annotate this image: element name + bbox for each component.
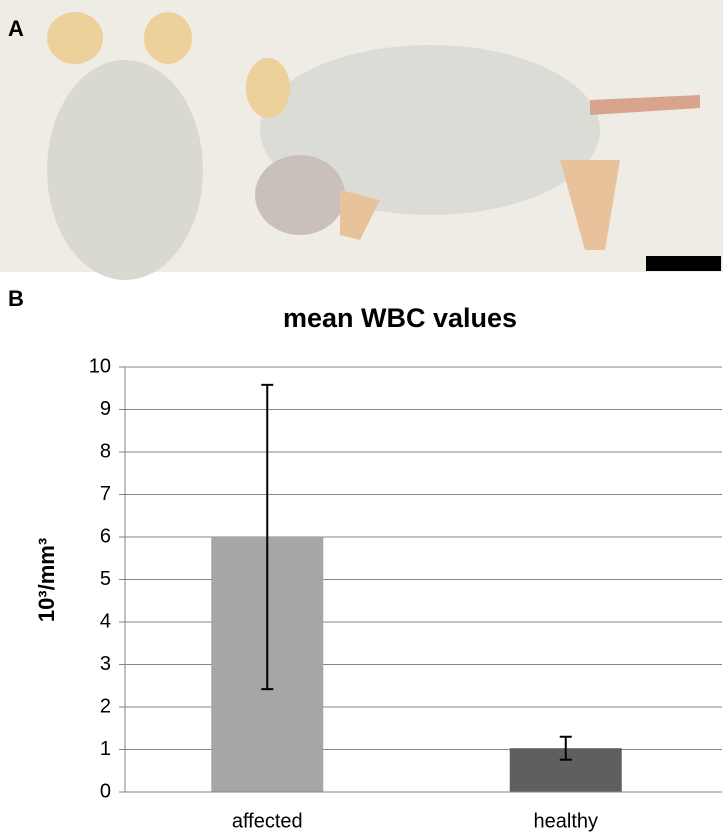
y-tick-label: 6 [100, 525, 111, 547]
panel-label: B [8, 286, 24, 311]
head [255, 155, 345, 235]
chart-title: mean WBC values [283, 303, 517, 333]
y-axis-label: 10³/mm³ [34, 538, 59, 622]
mouse-top-view [47, 60, 203, 280]
y-tick-label: 10 [89, 355, 111, 377]
y-tick-label: 5 [100, 568, 111, 590]
leg [560, 160, 620, 250]
x-tick-label: affected [232, 810, 303, 832]
y-tick-label: 0 [100, 780, 111, 802]
scale-bar [646, 256, 721, 271]
panel-label: A [8, 16, 24, 41]
y-tick-label: 4 [100, 610, 111, 632]
y-tick-label: 3 [100, 653, 111, 675]
ear [246, 58, 290, 118]
leg [340, 190, 380, 240]
y-tick-label: 2 [100, 695, 111, 717]
y-tick-label: 9 [100, 398, 111, 420]
mouse-side-view [260, 45, 600, 215]
x-tick-label: healthy [534, 810, 599, 832]
ear [144, 12, 192, 64]
ear [47, 12, 103, 64]
tail [590, 95, 700, 115]
photo [0, 0, 723, 280]
y-tick-label: 8 [100, 440, 111, 462]
y-tick-label: 1 [100, 738, 111, 760]
y-tick-label: 7 [100, 483, 111, 505]
